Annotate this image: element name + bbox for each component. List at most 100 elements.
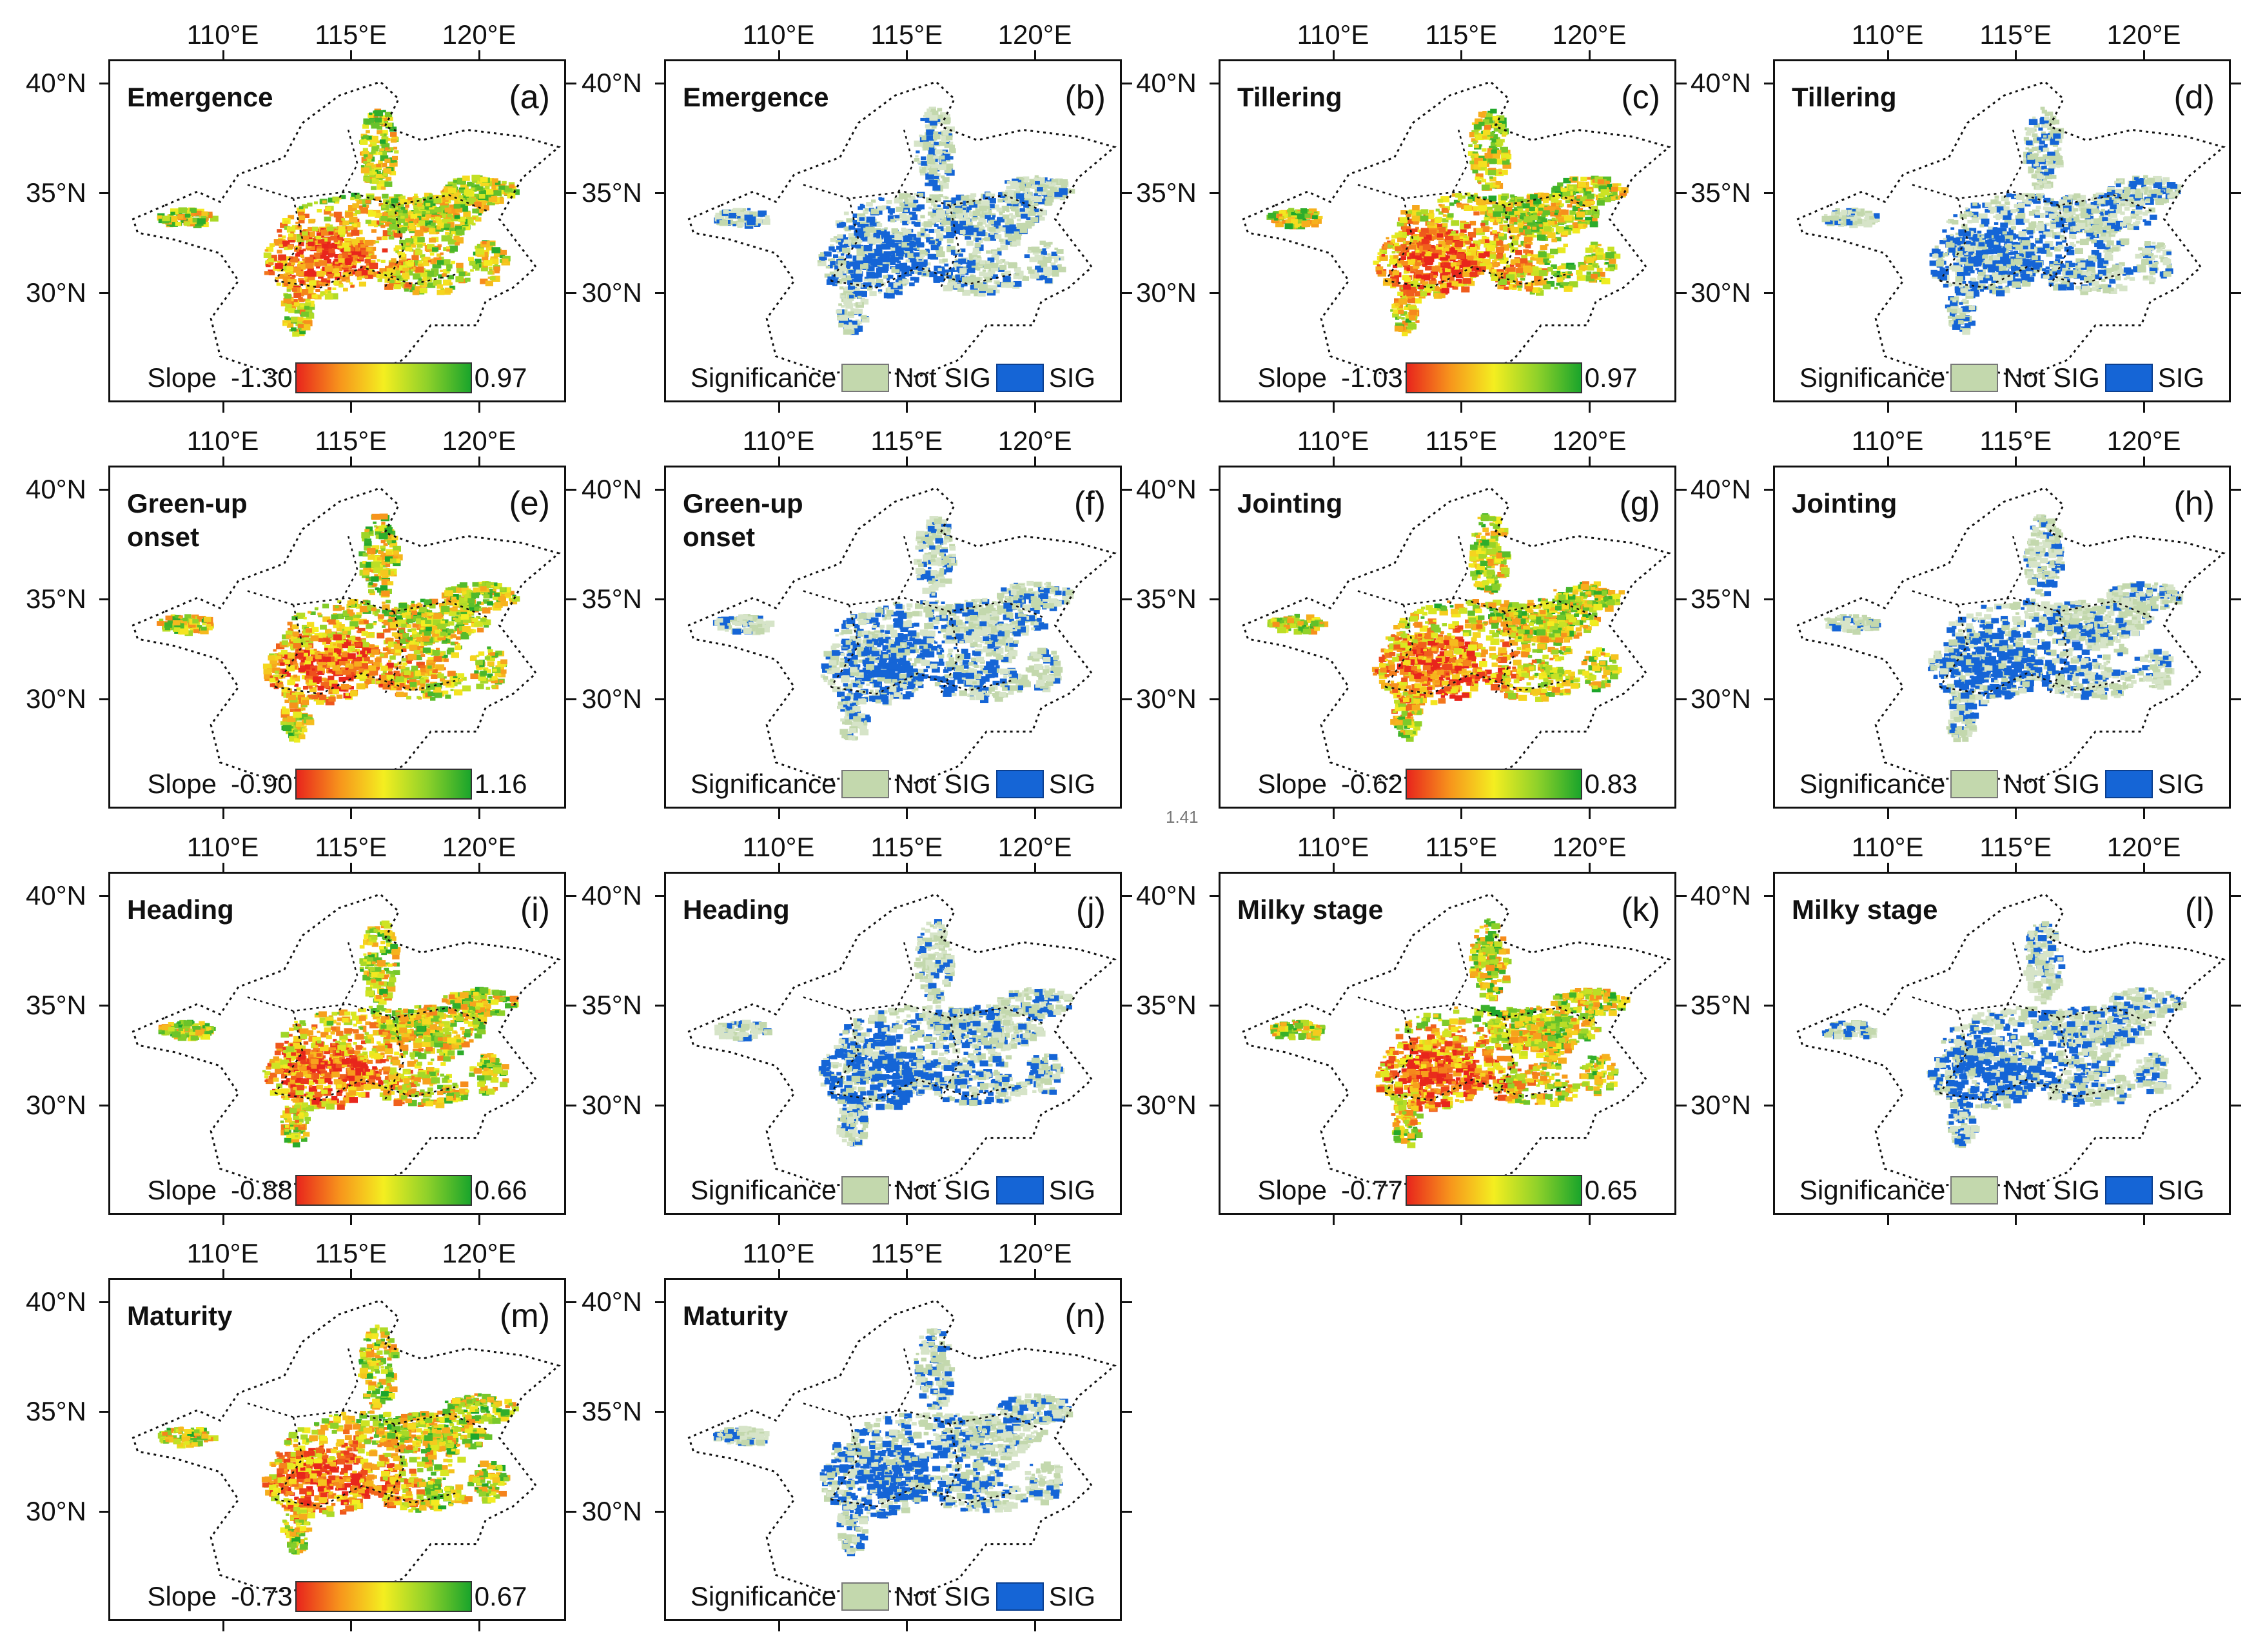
legend-label: Slope (148, 1581, 217, 1612)
tick-mark (1332, 402, 1335, 413)
tick-mark (1122, 895, 1132, 898)
tick-mark (350, 50, 353, 61)
province-boundary (384, 1018, 404, 1101)
province-boundary (384, 1424, 404, 1507)
tick-mark (1210, 291, 1220, 294)
tick-mark (1122, 192, 1132, 195)
tick-mark (1034, 402, 1037, 413)
wheat-pixels (1267, 513, 1625, 742)
lon-tick-label: 110°E (1852, 832, 1924, 863)
province-boundary (1357, 590, 1601, 620)
legend-min: -0.73 (231, 1581, 293, 1612)
panel-letter: (e) (509, 484, 550, 523)
tick-mark (1589, 809, 1591, 819)
map-frame: Heading (i) Slope -0.88 0.66 (108, 872, 566, 1215)
tick-mark (566, 489, 576, 491)
province-boundary (894, 1348, 914, 1418)
lon-tick-label: 120°E (998, 832, 1072, 863)
not-sig-swatch (841, 364, 890, 392)
province-boundary (803, 590, 1046, 620)
tick-mark (1764, 895, 1774, 898)
province-boundary (275, 266, 458, 289)
tick-mark (222, 1621, 224, 1631)
tick-mark (655, 895, 665, 898)
not-sig-swatch (841, 770, 890, 798)
color-ramp (1405, 769, 1582, 800)
tick-mark (778, 457, 780, 467)
lat-tick-label: 30°N (582, 683, 642, 714)
tick-mark (778, 863, 780, 873)
province-boundary (2048, 205, 2069, 288)
province-boundary (2048, 1018, 2069, 1101)
legend-label: Slope (1258, 1175, 1327, 1206)
province-boundary (939, 611, 960, 694)
lon-tick-label: 120°E (2107, 426, 2181, 457)
lat-tick-label: 30°N (26, 683, 86, 714)
province-boundary (132, 1299, 561, 1597)
legend-label: Significance (691, 769, 836, 800)
tick-mark (1764, 1104, 1774, 1106)
stray-label: 1.41 (1166, 807, 1199, 827)
wheat-pixels (713, 1328, 1074, 1557)
map-frame: Green-up onset (f) Significance Not SIG SIG (664, 466, 1122, 809)
province-boundary (830, 1484, 1014, 1508)
tick-mark (222, 1215, 224, 1225)
tick-mark (778, 1215, 780, 1225)
tick-mark (1122, 291, 1132, 294)
tick-mark (1332, 1215, 1335, 1225)
tick-mark (1122, 1005, 1132, 1007)
map-canvas (687, 487, 1117, 784)
not-sig-swatch (1950, 364, 1999, 392)
legend-min: -0.77 (1341, 1175, 1403, 1206)
lat-tick-label: 35°N (1136, 584, 1197, 615)
lat-tick-label: 35°N (26, 990, 86, 1021)
tick-mark (2231, 698, 2241, 700)
legend-sig: SIG (2158, 1175, 2204, 1206)
legend-label: Slope (1258, 362, 1327, 393)
tick-mark (99, 192, 110, 195)
tick-mark (478, 457, 481, 467)
legend-max: 1.16 (475, 769, 527, 800)
province-boundary (1242, 81, 1671, 378)
lon-tick-label: 115°E (870, 426, 943, 457)
province-boundary (132, 487, 561, 784)
tick-mark (478, 1621, 481, 1631)
tick-mark (1676, 1005, 1687, 1007)
tick-mark (2143, 809, 2146, 819)
lon-tick-label: 120°E (998, 426, 1072, 457)
map-frame: Maturity (n) Significance Not SIG SIG (664, 1278, 1122, 1621)
tick-mark (1887, 1215, 1889, 1225)
province-boundary (1448, 942, 1469, 1012)
tick-mark (566, 1104, 576, 1106)
province-boundary (939, 1018, 960, 1101)
lon-tick-label: 110°E (743, 832, 815, 863)
lat-tick-label: 40°N (26, 880, 86, 911)
tick-mark (1332, 50, 1335, 61)
lon-tick-label: 110°E (1852, 426, 1924, 457)
province-boundary (1384, 1010, 1414, 1094)
map-canvas (1242, 81, 1671, 378)
lat-tick-label: 35°N (1136, 990, 1197, 1021)
wheat-pixels (157, 1324, 519, 1555)
legend-min: -1.30 (231, 362, 293, 393)
tick-mark (1887, 863, 1889, 873)
lat-tick-label: 30°N (582, 277, 642, 308)
significance-legend: Significance Not SIG SIG (666, 1168, 1120, 1213)
province-boundary (275, 1484, 458, 1508)
tick-mark (906, 1215, 908, 1225)
legend-sig: SIG (1049, 1175, 1095, 1206)
tick-mark (655, 1510, 665, 1513)
tick-mark (1764, 489, 1774, 491)
lon-tick-label: 120°E (442, 19, 516, 50)
wheat-pixels (712, 516, 1074, 741)
panel-title: Green-up onset (683, 487, 803, 554)
lat-tick-label: 40°N (582, 474, 642, 505)
tick-mark (478, 1215, 481, 1225)
province-boundary (1939, 604, 1968, 688)
tick-mark (99, 1104, 110, 1106)
lon-tick-label: 110°E (743, 19, 815, 50)
lat-tick-label: 30°N (1691, 277, 1751, 308)
panel-letter: (b) (1064, 78, 1106, 117)
province-boundary (274, 198, 304, 282)
map-frame: Milky stage (l) Significance Not SIG SIG (1773, 872, 2231, 1215)
